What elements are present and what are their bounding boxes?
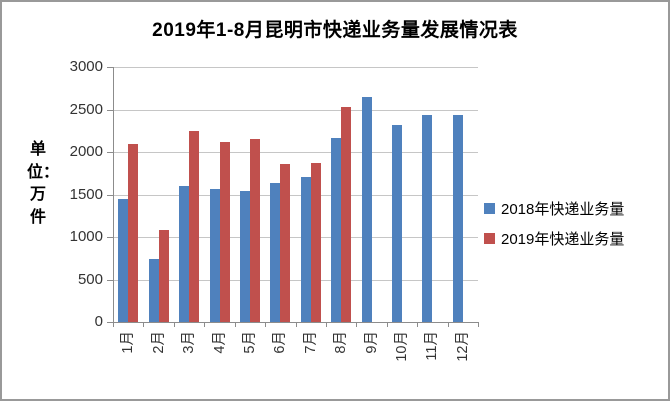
legend-label: 2019年快递业务量 <box>501 230 625 248</box>
x-axis-tick <box>417 322 419 327</box>
bar-2019 <box>341 106 352 322</box>
legend-swatch-icon <box>484 232 495 244</box>
x-axis-tick <box>204 322 206 327</box>
bar-2019 <box>219 141 230 322</box>
bar-2019 <box>189 130 199 323</box>
bar-2018 <box>179 186 189 322</box>
gridline <box>113 152 478 153</box>
chart-title: 2019年1-8月昆明市快递业务量发展情况表 <box>152 20 518 41</box>
legend-item: 2018年快递业务量 <box>484 200 625 218</box>
x-axis-tick <box>173 322 175 327</box>
x-axis-tick-label: 1月 <box>120 331 137 354</box>
bar-2019 <box>310 163 321 322</box>
bar-2018 <box>148 259 159 322</box>
bar-2018 <box>239 191 250 322</box>
bar-2018 <box>209 189 220 322</box>
x-axis-tick-label: 6月 <box>272 331 289 354</box>
y-axis-tick <box>107 322 113 323</box>
x-axis-tick <box>113 322 114 327</box>
y-axis-tick-label: 2000 <box>69 143 103 160</box>
gridline <box>113 194 478 196</box>
x-axis-tick <box>295 322 297 327</box>
y-axis-tick <box>107 152 113 153</box>
legend: 2018年快递业务量 2019年快递业务量 <box>484 200 624 260</box>
y-axis-tick-label: 500 <box>77 270 103 288</box>
x-axis-tick <box>234 322 236 327</box>
gridline <box>113 109 478 111</box>
y-axis-tick <box>107 67 113 68</box>
x-axis-tick-label: 11月 <box>424 331 441 361</box>
gridline <box>113 237 478 238</box>
bar-2018 <box>331 138 342 322</box>
x-axis-tick <box>386 322 388 327</box>
y-axis-tick-label: 0 <box>94 313 103 330</box>
bar-2019 <box>249 139 260 323</box>
bar-2018 <box>361 96 372 323</box>
x-axis-tick <box>325 322 327 327</box>
x-axis-tick-label: 7月 <box>302 331 319 354</box>
x-axis-tick-label: 2月 <box>150 331 167 354</box>
bar-2018 <box>300 176 311 322</box>
bar-2018 <box>270 182 281 322</box>
bar-2018 <box>452 114 463 322</box>
y-axis-tick <box>107 237 113 238</box>
x-axis-tick <box>478 322 479 327</box>
legend-label: 2018年快递业务量 <box>501 200 625 218</box>
y-axis-tick-label: 1500 <box>69 185 103 203</box>
x-axis-tick <box>143 322 145 327</box>
y-axis-tick <box>107 109 113 111</box>
y-axis-tick-label: 2500 <box>69 100 103 118</box>
x-axis-tick <box>356 322 358 327</box>
x-axis-tick-label: 4月 <box>211 331 228 354</box>
bar-2018 <box>118 198 129 323</box>
x-axis-tick-label: 10月 <box>394 331 410 362</box>
x-axis-tick-label: 9月 <box>363 331 380 354</box>
bar-2018 <box>422 114 433 322</box>
legend-item: 2019年快递业务量 <box>484 230 625 248</box>
x-axis-tick-label: 12月 <box>454 331 471 362</box>
y-axis-tick <box>107 279 113 281</box>
x-axis-tick-label: 8月 <box>333 331 350 354</box>
y-axis-unit-label: 单位：万件 <box>27 141 60 226</box>
gridline <box>113 67 478 68</box>
bar-2019 <box>158 230 169 322</box>
x-axis-tick <box>447 322 449 327</box>
legend-swatch-icon <box>484 202 495 214</box>
x-axis-tick-label: 3月 <box>181 331 197 354</box>
bar-2019 <box>128 143 139 322</box>
y-axis-tick-label: 1000 <box>69 228 103 245</box>
gridline <box>113 279 478 281</box>
y-axis-tick <box>107 194 113 196</box>
y-axis-tick-label: 3000 <box>69 58 103 75</box>
bar-2019 <box>280 163 291 322</box>
x-axis-tick-label: 5月 <box>241 331 258 354</box>
y-axis-line <box>113 67 114 322</box>
x-axis-tick <box>265 322 267 327</box>
bar-2018 <box>392 124 402 322</box>
